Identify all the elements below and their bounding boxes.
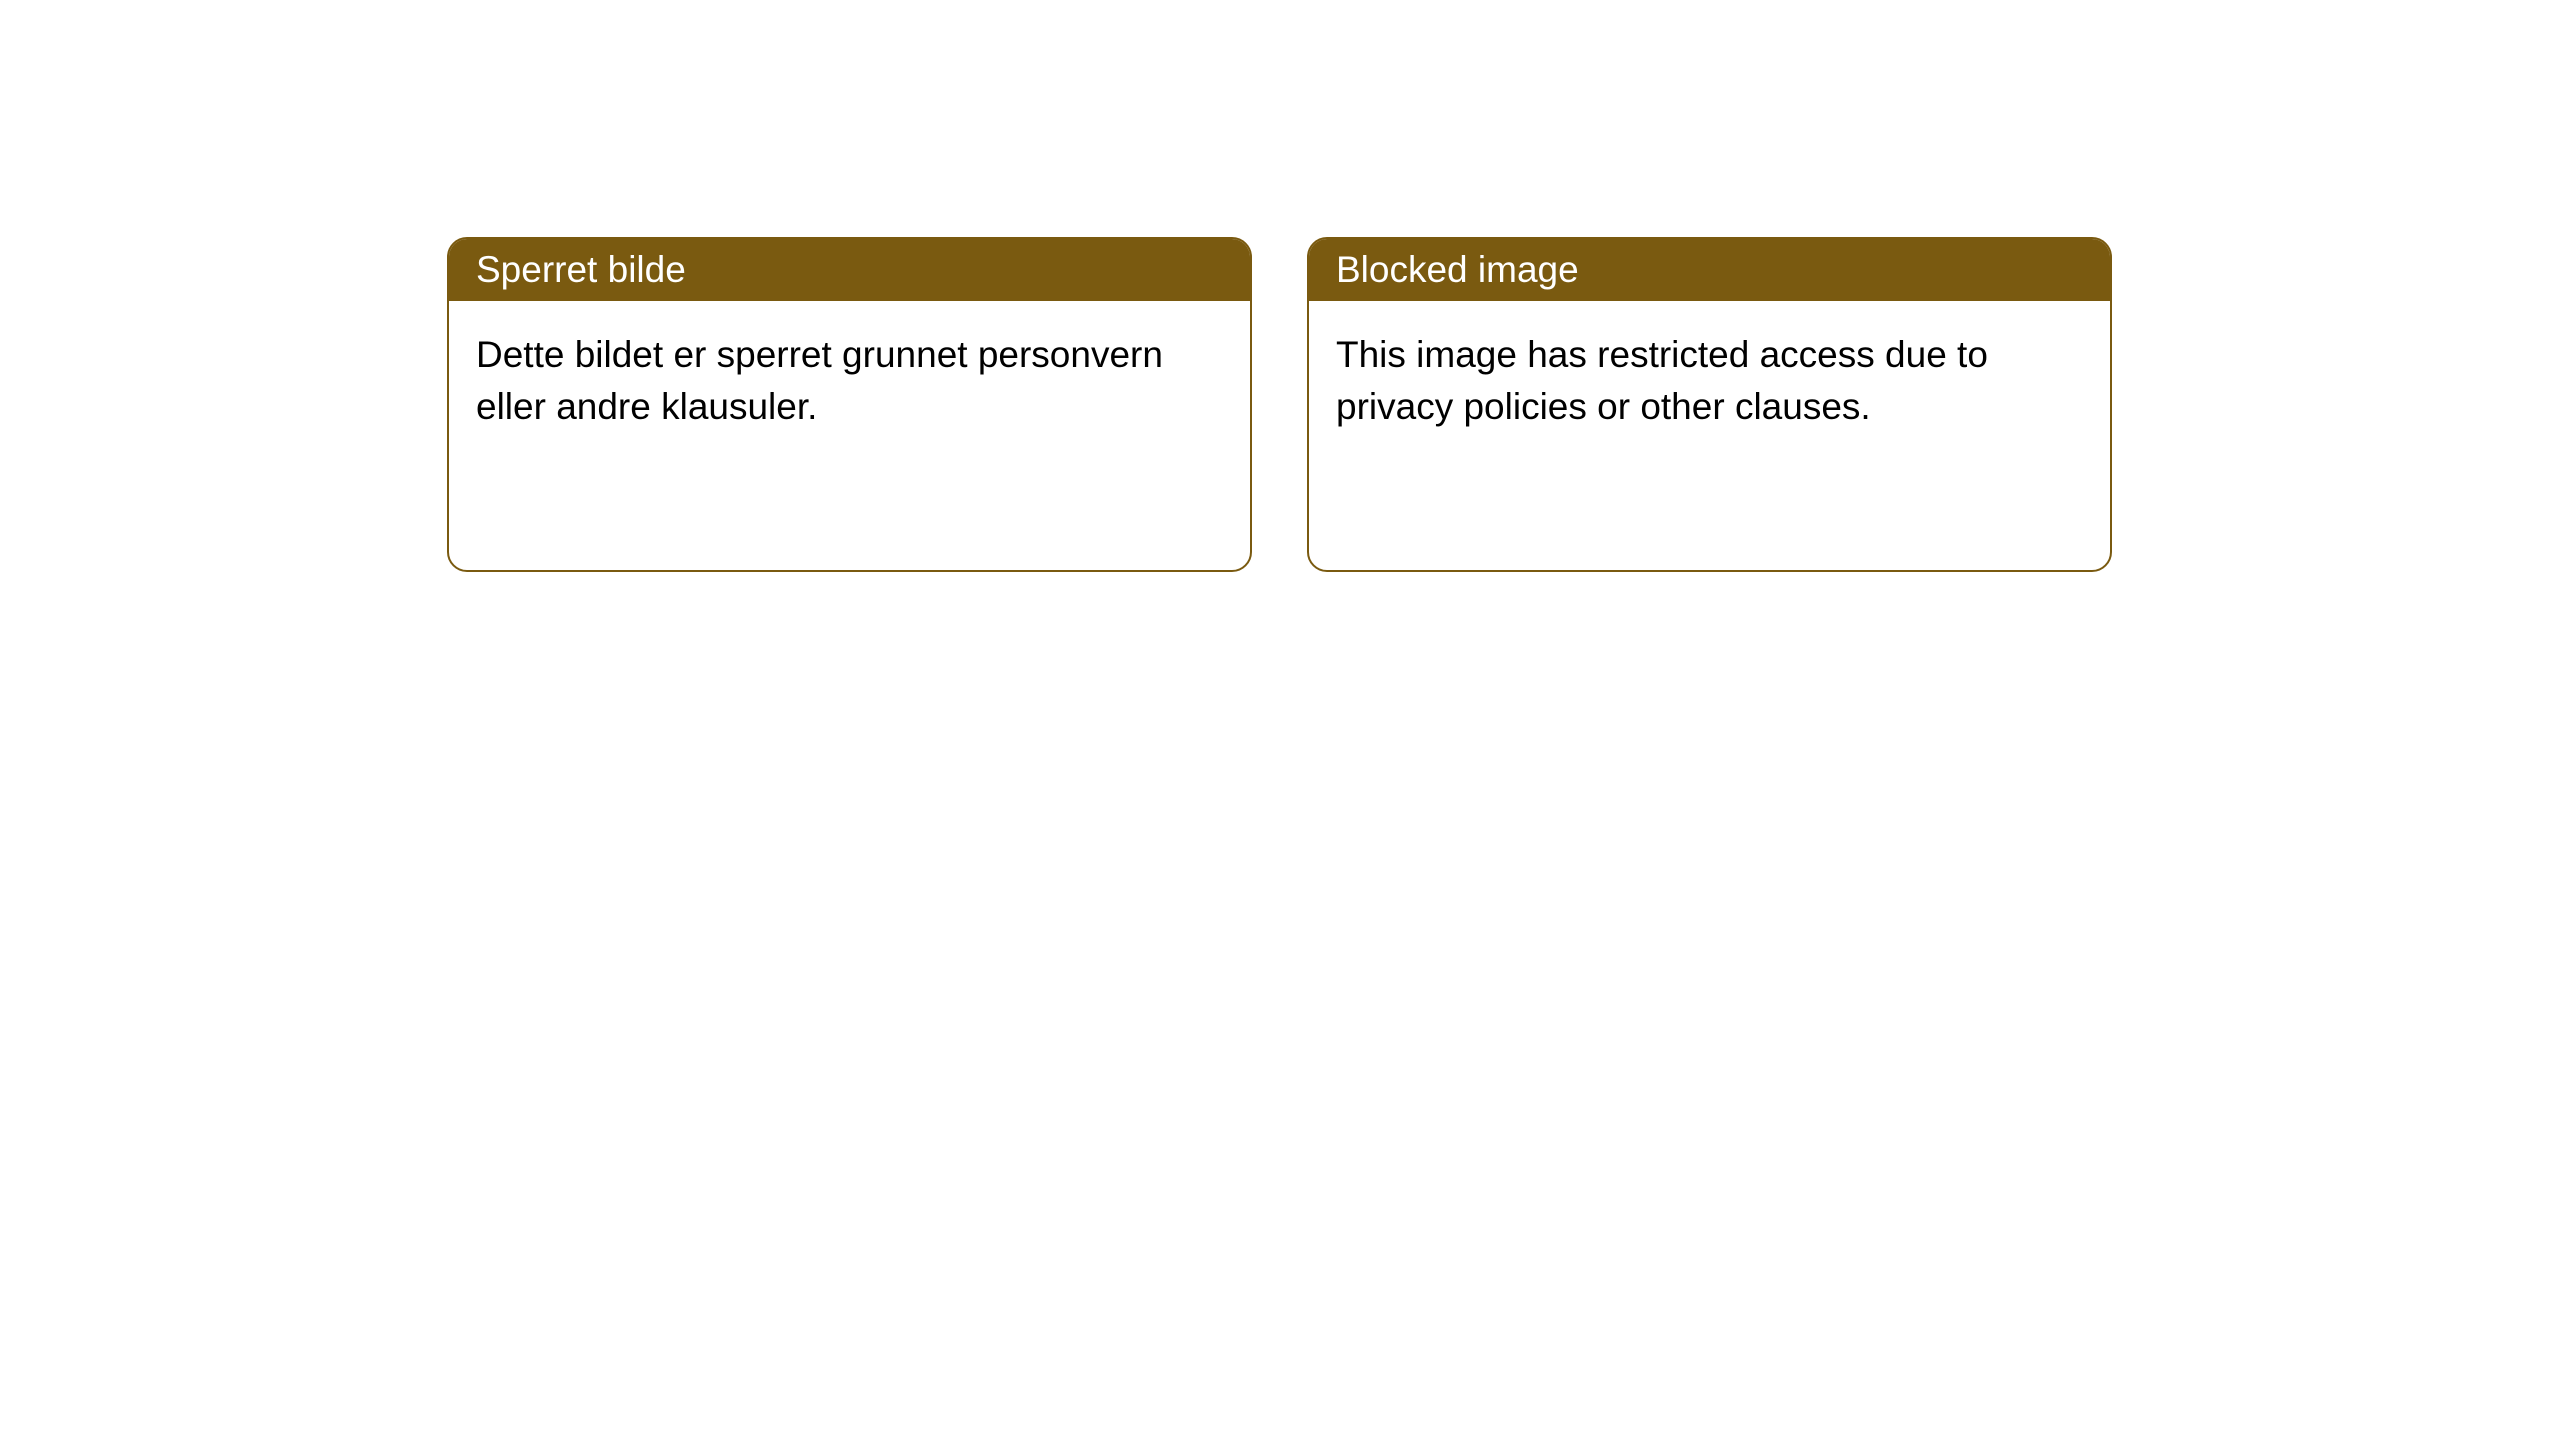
notice-body-norwegian: Dette bildet er sperret grunnet personve… bbox=[449, 301, 1250, 461]
notice-header-norwegian: Sperret bilde bbox=[449, 239, 1250, 301]
notice-title-norwegian: Sperret bilde bbox=[476, 249, 686, 291]
notice-container: Sperret bilde Dette bildet er sperret gr… bbox=[447, 237, 2112, 572]
notice-title-english: Blocked image bbox=[1336, 249, 1579, 291]
notice-text-english: This image has restricted access due to … bbox=[1336, 334, 1988, 427]
notice-header-english: Blocked image bbox=[1309, 239, 2110, 301]
notice-text-norwegian: Dette bildet er sperret grunnet personve… bbox=[476, 334, 1163, 427]
notice-body-english: This image has restricted access due to … bbox=[1309, 301, 2110, 461]
notice-box-norwegian: Sperret bilde Dette bildet er sperret gr… bbox=[447, 237, 1252, 572]
notice-box-english: Blocked image This image has restricted … bbox=[1307, 237, 2112, 572]
